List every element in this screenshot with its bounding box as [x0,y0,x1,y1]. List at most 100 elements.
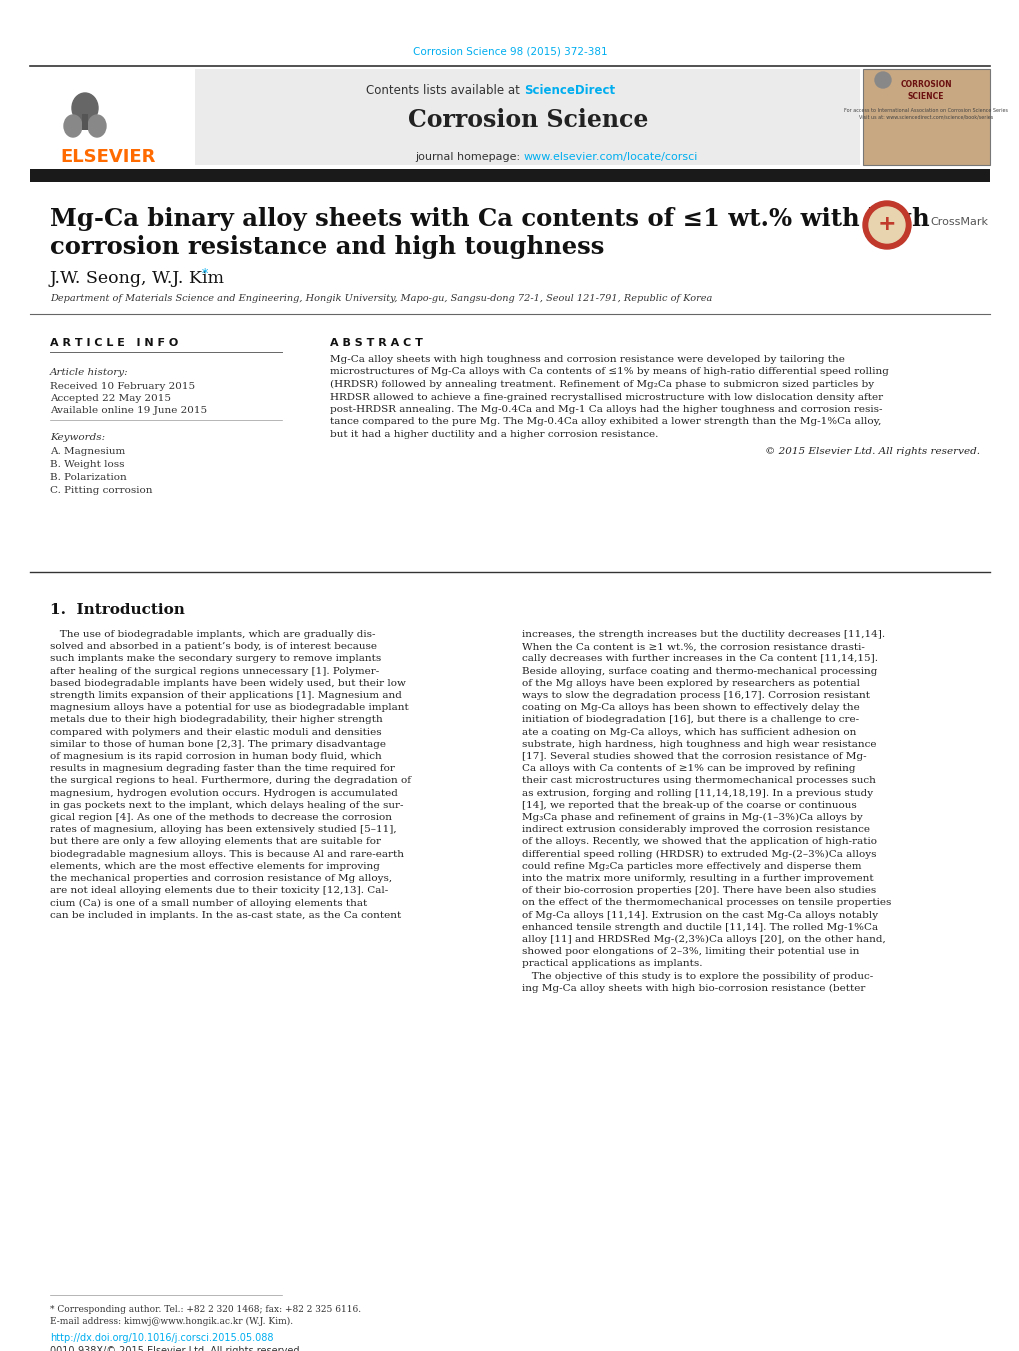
Circle shape [868,207,904,243]
Text: For access to International Association on Corrosion Science Series
Visit us at:: For access to International Association … [843,108,1007,119]
Text: Mg₃Ca phase and refinement of grains in Mg-(1–3%)Ca alloys by: Mg₃Ca phase and refinement of grains in … [522,813,862,823]
Ellipse shape [64,115,82,136]
Text: in gas pockets next to the implant, which delays healing of the sur-: in gas pockets next to the implant, whic… [50,801,404,809]
Text: substrate, high hardness, high toughness and high wear resistance: substrate, high hardness, high toughness… [522,740,875,748]
Text: post-HRDSR annealing. The Mg-0.4Ca and Mg-1 Ca alloys had the higher toughness a: post-HRDSR annealing. The Mg-0.4Ca and M… [330,405,881,413]
FancyBboxPatch shape [862,69,989,165]
Text: gical region [4]. As one of the methods to decrease the corrosion: gical region [4]. As one of the methods … [50,813,391,821]
Text: results in magnesium degrading faster than the time required for: results in magnesium degrading faster th… [50,765,394,773]
Text: [17]. Several studies showed that the corrosion resistance of Mg-: [17]. Several studies showed that the co… [522,753,866,761]
Text: initiation of biodegradation [16], but there is a challenge to cre-: initiation of biodegradation [16], but t… [522,716,858,724]
Text: can be included in implants. In the as-cast state, as the Ca content: can be included in implants. In the as-c… [50,911,400,920]
Text: the surgical regions to heal. Furthermore, during the degradation of: the surgical regions to heal. Furthermor… [50,777,411,785]
Text: Mg-Ca binary alloy sheets with Ca contents of ≤1 wt.% with high: Mg-Ca binary alloy sheets with Ca conten… [50,207,928,231]
Text: Department of Materials Science and Engineering, Hongik University, Mapo-gu, San: Department of Materials Science and Engi… [50,295,711,303]
Text: alloy [11] and HRDSRed Mg-(2,3%)Ca alloys [20], on the other hand,: alloy [11] and HRDSRed Mg-(2,3%)Ca alloy… [522,935,884,944]
Text: 1.  Introduction: 1. Introduction [50,603,184,617]
Text: corrosion resistance and high toughness: corrosion resistance and high toughness [50,235,604,259]
Text: strength limits expansion of their applications [1]. Magnesium and: strength limits expansion of their appli… [50,690,401,700]
Text: Corrosion Science 98 (2015) 372-381: Corrosion Science 98 (2015) 372-381 [413,46,606,55]
Ellipse shape [72,93,98,123]
Text: ScienceDirect: ScienceDirect [524,84,614,97]
Text: their cast microstructures using thermomechanical processes such: their cast microstructures using thermom… [522,777,875,785]
Text: but it had a higher ductility and a higher corrosion resistance.: but it had a higher ductility and a high… [330,430,657,439]
FancyBboxPatch shape [30,69,193,165]
Text: *: * [202,267,208,281]
FancyBboxPatch shape [82,113,88,130]
Text: enhanced tensile strength and ductile [11,14]. The rolled Mg-1%Ca: enhanced tensile strength and ductile [1… [522,923,877,932]
Text: practical applications as implants.: practical applications as implants. [522,959,702,969]
Text: CrossMark: CrossMark [929,218,987,227]
Text: but there are only a few alloying elements that are suitable for: but there are only a few alloying elemen… [50,838,381,846]
Text: similar to those of human bone [2,3]. The primary disadvantage: similar to those of human bone [2,3]. Th… [50,740,385,748]
Text: into the matrix more uniformly, resulting in a further improvement: into the matrix more uniformly, resultin… [522,874,872,884]
Text: HRDSR allowed to achieve a fine-grained recrystallised microstructure with low d: HRDSR allowed to achieve a fine-grained … [330,393,882,401]
Text: could refine Mg₂Ca particles more effectively and disperse them: could refine Mg₂Ca particles more effect… [522,862,861,871]
Text: Corrosion Science: Corrosion Science [408,108,647,132]
Text: Mg-Ca alloy sheets with high toughness and corrosion resistance were developed b: Mg-Ca alloy sheets with high toughness a… [330,355,844,363]
Text: * Corresponding author. Tel.: +82 2 320 1468; fax: +82 2 325 6116.: * Corresponding author. Tel.: +82 2 320 … [50,1305,361,1315]
Text: Accepted 22 May 2015: Accepted 22 May 2015 [50,394,171,403]
Text: cally decreases with further increases in the Ca content [11,14,15].: cally decreases with further increases i… [522,654,877,663]
Text: [14], we reported that the break-up of the coarse or continuous: [14], we reported that the break-up of t… [522,801,856,809]
Text: showed poor elongations of 2–3%, limiting their potential use in: showed poor elongations of 2–3%, limitin… [522,947,859,957]
Text: after healing of the surgical regions unnecessary [1]. Polymer-: after healing of the surgical regions un… [50,666,379,676]
Text: E-mail address: kimwj@www.hongik.ac.kr (W.J. Kim).: E-mail address: kimwj@www.hongik.ac.kr (… [50,1317,292,1327]
Text: +: + [876,213,896,234]
Text: journal homepage:: journal homepage: [415,153,524,162]
Text: biodegradable magnesium alloys. This is because Al and rare-earth: biodegradable magnesium alloys. This is … [50,850,404,859]
Text: ELSEVIER: ELSEVIER [60,149,155,166]
Text: 0010-938X/© 2015 Elsevier Ltd. All rights reserved.: 0010-938X/© 2015 Elsevier Ltd. All right… [50,1346,303,1351]
Text: Ca alloys with Ca contents of ≥1% can be improved by refining: Ca alloys with Ca contents of ≥1% can be… [522,765,855,773]
Text: are not ideal alloying elements due to their toxicity [12,13]. Cal-: are not ideal alloying elements due to t… [50,886,388,896]
Text: J.W. Seong, W.J. Kim: J.W. Seong, W.J. Kim [50,270,225,286]
Text: coating on Mg-Ca alloys has been shown to effectively delay the: coating on Mg-Ca alloys has been shown t… [522,704,859,712]
Text: ing Mg-Ca alloy sheets with high bio-corrosion resistance (better: ing Mg-Ca alloy sheets with high bio-cor… [522,984,864,993]
Text: elements, which are the most effective elements for improving: elements, which are the most effective e… [50,862,379,871]
Text: Available online 19 June 2015: Available online 19 June 2015 [50,407,207,415]
Text: metals due to their high biodegradability, their higher strength: metals due to their high biodegradabilit… [50,716,382,724]
Text: of their bio-corrosion properties [20]. There have been also studies: of their bio-corrosion properties [20]. … [522,886,875,896]
Text: solved and absorbed in a patient’s body, is of interest because: solved and absorbed in a patient’s body,… [50,642,377,651]
Text: Keywords:: Keywords: [50,434,105,442]
Ellipse shape [88,115,106,136]
Text: increases, the strength increases but the ductility decreases [11,14].: increases, the strength increases but th… [522,630,884,639]
Text: such implants make the secondary surgery to remove implants: such implants make the secondary surgery… [50,654,381,663]
Text: The objective of this study is to explore the possibility of produc-: The objective of this study is to explor… [522,971,872,981]
Text: Article history:: Article history: [50,367,128,377]
Text: When the Ca content is ≥1 wt.%, the corrosion resistance drasti-: When the Ca content is ≥1 wt.%, the corr… [522,642,864,651]
Text: ate a coating on Mg-Ca alloys, which has sufficient adhesion on: ate a coating on Mg-Ca alloys, which has… [522,728,856,736]
Text: B. Polarization: B. Polarization [50,473,126,482]
Text: rates of magnesium, alloying has been extensively studied [5–11],: rates of magnesium, alloying has been ex… [50,825,396,834]
Text: differential speed rolling (HRDSR) to extruded Mg-(2–3%)Ca alloys: differential speed rolling (HRDSR) to ex… [522,850,875,859]
Text: of the alloys. Recently, we showed that the application of high-ratio: of the alloys. Recently, we showed that … [522,838,876,846]
Text: the mechanical properties and corrosion resistance of Mg alloys,: the mechanical properties and corrosion … [50,874,391,884]
Text: A. Magnesium: A. Magnesium [50,447,125,457]
Text: of Mg-Ca alloys [11,14]. Extrusion on the cast Mg-Ca alloys notably: of Mg-Ca alloys [11,14]. Extrusion on th… [522,911,877,920]
Text: of the Mg alloys have been explored by researchers as potential: of the Mg alloys have been explored by r… [522,678,859,688]
FancyBboxPatch shape [30,169,989,182]
Text: The use of biodegradable implants, which are gradually dis-: The use of biodegradable implants, which… [50,630,375,639]
Text: http://dx.doi.org/10.1016/j.corsci.2015.05.088: http://dx.doi.org/10.1016/j.corsci.2015.… [50,1333,273,1343]
Text: magnesium, hydrogen evolution occurs. Hydrogen is accumulated: magnesium, hydrogen evolution occurs. Hy… [50,789,397,797]
Text: of magnesium is its rapid corrosion in human body fluid, which: of magnesium is its rapid corrosion in h… [50,753,381,761]
Text: A R T I C L E   I N F O: A R T I C L E I N F O [50,338,178,349]
Text: (HRDSR) followed by annealing treatment. Refinement of Mg₂Ca phase to submicron : (HRDSR) followed by annealing treatment.… [330,380,873,389]
Text: Received 10 February 2015: Received 10 February 2015 [50,382,195,390]
FancyBboxPatch shape [195,69,859,165]
Text: www.elsevier.com/locate/corsci: www.elsevier.com/locate/corsci [524,153,698,162]
Circle shape [862,201,910,249]
Text: tance compared to the pure Mg. The Mg-0.4Ca alloy exhibited a lower strength tha: tance compared to the pure Mg. The Mg-0.… [330,417,880,427]
Circle shape [874,72,891,88]
Text: ways to slow the degradation process [16,17]. Corrosion resistant: ways to slow the degradation process [16… [522,690,869,700]
Text: as extrusion, forging and rolling [11,14,18,19]. In a previous study: as extrusion, forging and rolling [11,14… [522,789,872,797]
Text: cium (Ca) is one of a small number of alloying elements that: cium (Ca) is one of a small number of al… [50,898,367,908]
Text: © 2015 Elsevier Ltd. All rights reserved.: © 2015 Elsevier Ltd. All rights reserved… [764,446,979,455]
Text: based biodegradable implants have been widely used, but their low: based biodegradable implants have been w… [50,678,406,688]
Text: Contents lists available at: Contents lists available at [366,84,524,97]
Text: Beside alloying, surface coating and thermo-mechanical processing: Beside alloying, surface coating and the… [522,666,876,676]
Text: compared with polymers and their elastic moduli and densities: compared with polymers and their elastic… [50,728,381,736]
Text: on the effect of the thermomechanical processes on tensile properties: on the effect of the thermomechanical pr… [522,898,891,908]
Text: indirect extrusion considerably improved the corrosion resistance: indirect extrusion considerably improved… [522,825,869,834]
Text: magnesium alloys have a potential for use as biodegradable implant: magnesium alloys have a potential for us… [50,704,409,712]
